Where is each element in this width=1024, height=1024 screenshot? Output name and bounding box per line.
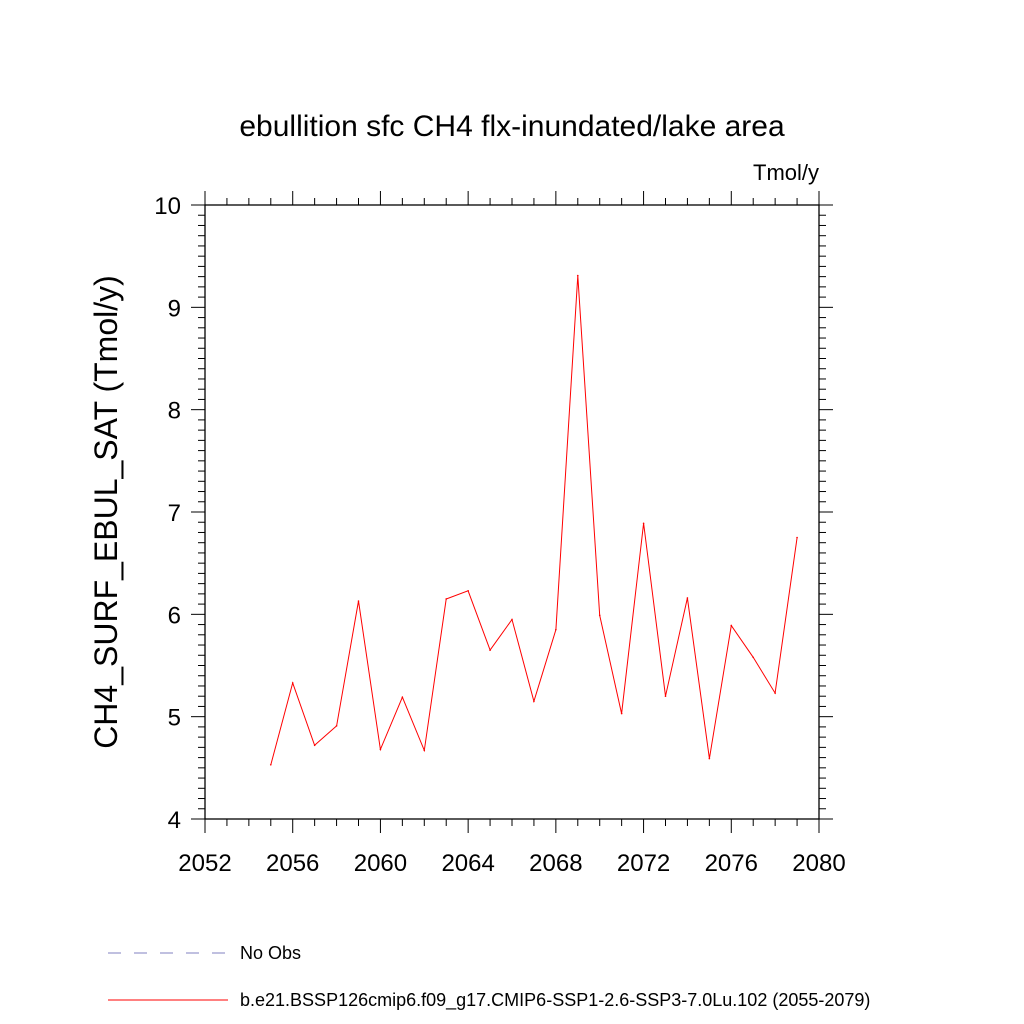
units-label: Tmol/y	[753, 160, 819, 185]
series-line	[270, 275, 798, 765]
data-point	[708, 757, 711, 760]
y-tick-label: 9	[168, 295, 181, 322]
data-point	[489, 649, 491, 651]
data-point	[774, 692, 776, 694]
data-point	[335, 725, 338, 727]
chart-title: ebullition sfc CH4 flx-inundated/lake ar…	[239, 110, 785, 143]
y-axis-label: CH4_SURF_EBUL_SAT (Tmol/y)	[88, 275, 124, 749]
data-point	[642, 522, 645, 525]
y-tick-label: 5	[168, 705, 181, 732]
data-point	[291, 682, 294, 684]
x-axis-ticks: 2052 2056 2060 2064 2068 2072 2076 2080	[178, 191, 846, 877]
legend-label: b.e21.BSSP126cmip6.f09_g17.CMIP6-SSP1-2.…	[240, 990, 870, 1011]
y-tick-label: 8	[168, 398, 181, 425]
data-point	[313, 744, 316, 747]
data-point	[555, 628, 557, 631]
x-tick-label: 2056	[266, 850, 319, 877]
data-point	[576, 274, 579, 277]
data-point	[511, 618, 513, 621]
data-point	[423, 749, 426, 752]
y-tick-label: 4	[168, 807, 181, 834]
data-point	[686, 597, 689, 599]
data-point	[533, 700, 535, 703]
x-tick-label: 2076	[705, 850, 758, 877]
data-point	[269, 763, 272, 766]
legend-label: No Obs	[240, 943, 301, 963]
data-point	[598, 614, 601, 617]
data-point	[752, 656, 755, 659]
x-tick-label: 2068	[529, 850, 582, 877]
data-point	[664, 695, 667, 697]
data-point	[796, 536, 798, 539]
data-point	[730, 624, 733, 627]
axes	[204, 204, 820, 820]
plot-frame	[204, 204, 820, 820]
y-tick-label: 7	[168, 500, 181, 527]
legend: No Obs b.e21.BSSP126cmip6.f09_g17.CMIP6-S…	[108, 943, 870, 1011]
x-tick-label: 2064	[441, 850, 494, 877]
series-layer	[269, 274, 798, 766]
data-point	[467, 589, 469, 592]
data-point	[445, 598, 448, 600]
y-tick-label: 10	[154, 193, 181, 220]
x-tick-label: 2072	[617, 850, 670, 877]
y-tick-label: 6	[168, 602, 181, 629]
data-point	[379, 748, 382, 751]
data-point	[401, 696, 404, 699]
x-tick-label: 2052	[178, 850, 231, 877]
data-point	[357, 600, 360, 602]
x-tick-label: 2060	[354, 850, 407, 877]
x-tick-label: 2080	[792, 850, 845, 877]
data-point	[620, 712, 623, 715]
y-axis-ticks: 4 5 6 7 8 9 10	[154, 193, 833, 834]
